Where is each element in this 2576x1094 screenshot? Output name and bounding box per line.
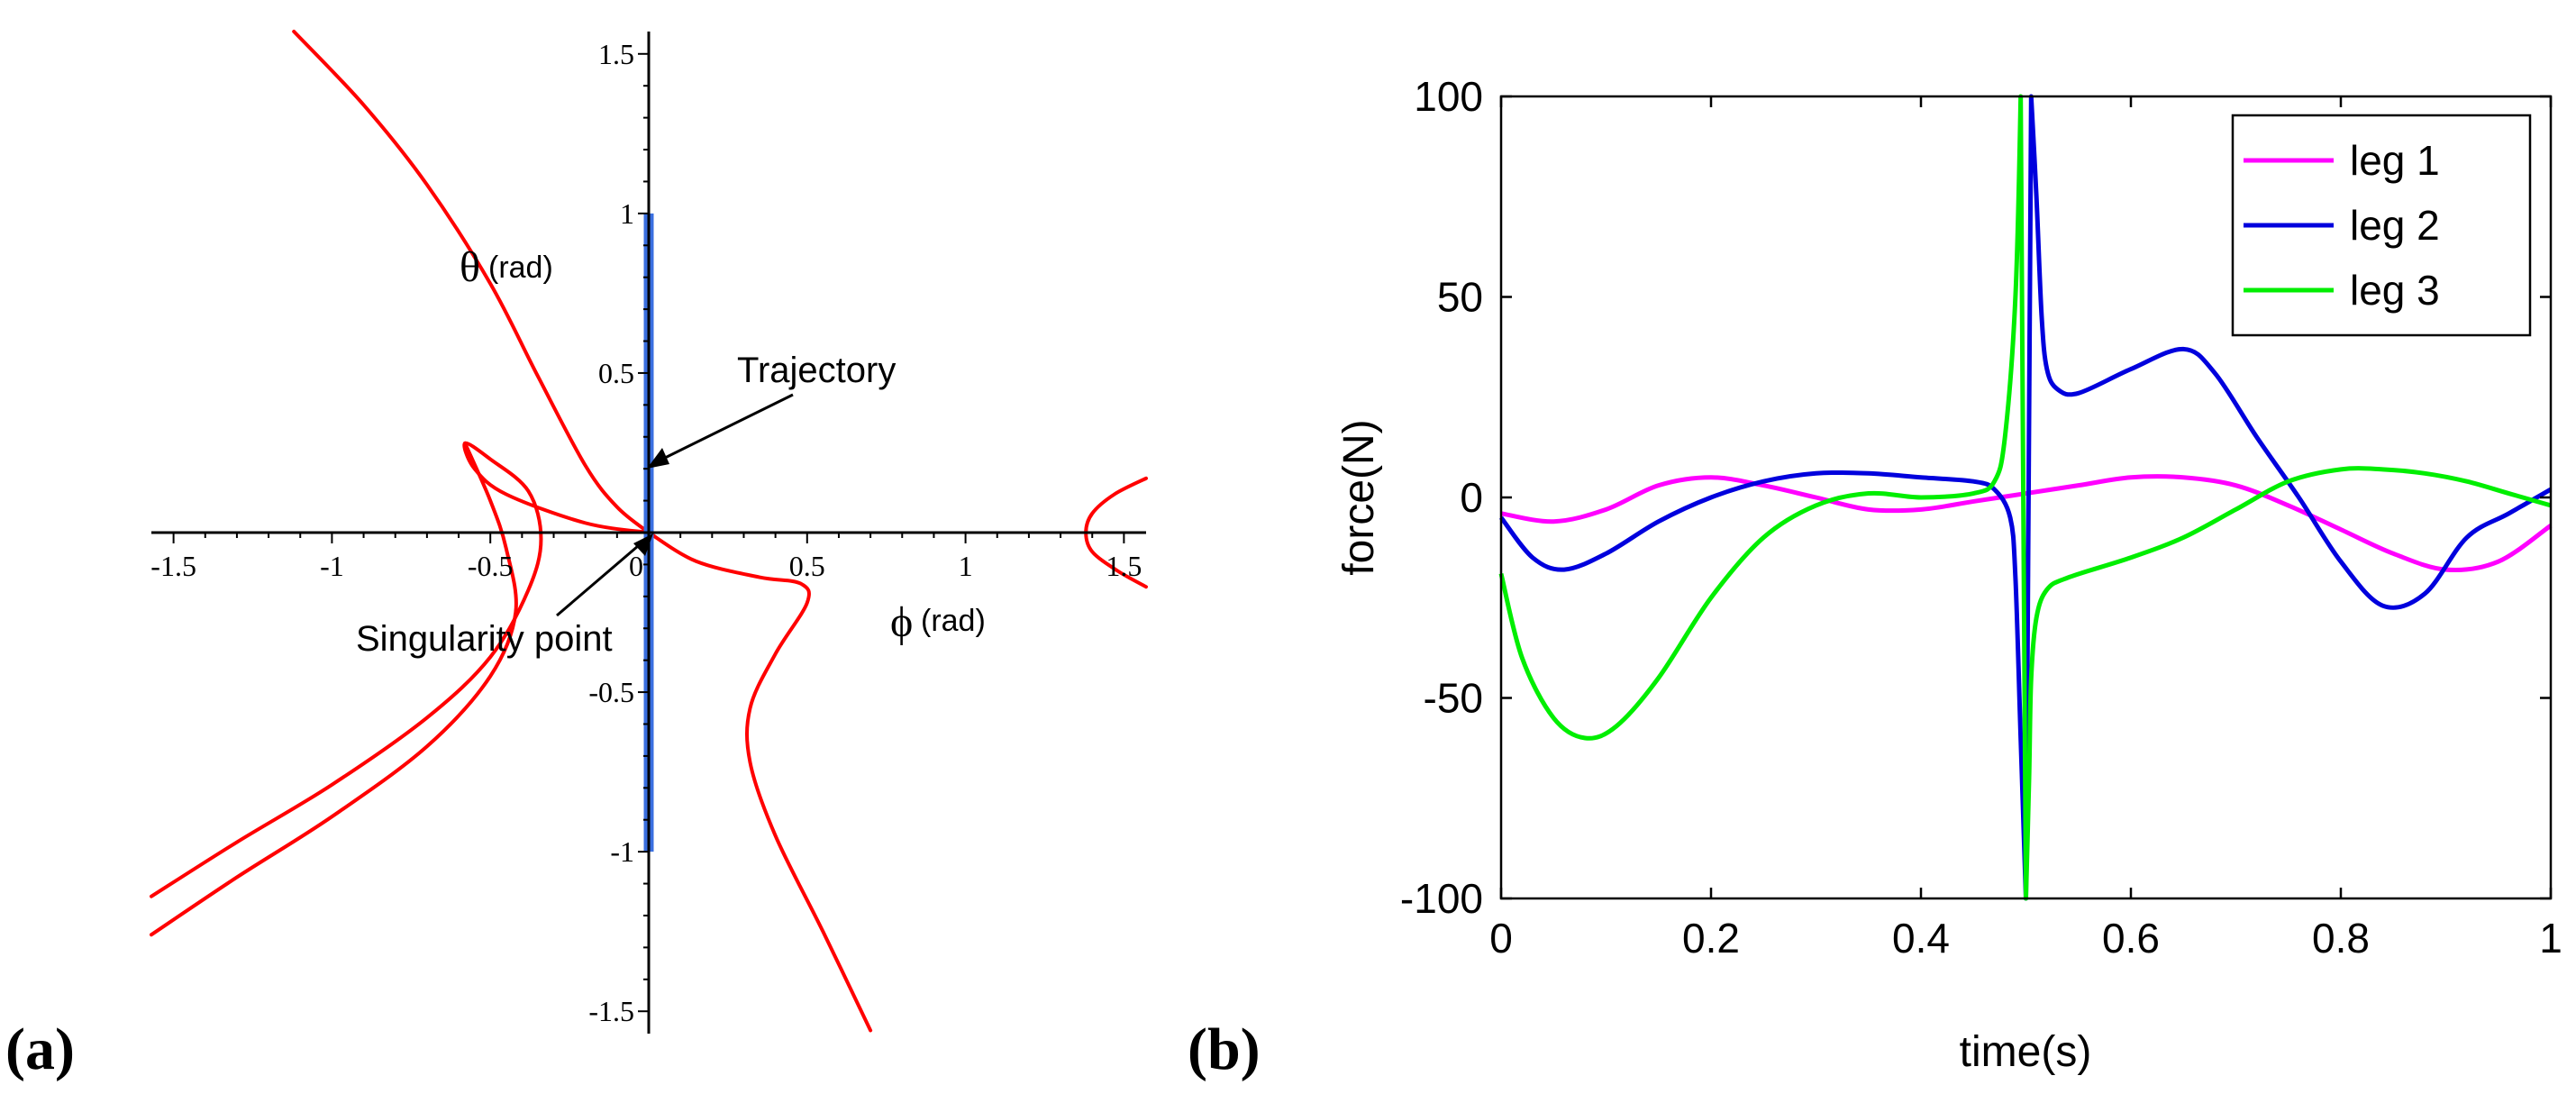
panel-a-chart: -1.5 -1 -0.5 0 0.5 1 1.5 -1.5 -1 -0.5 0.5 1 1.5 θ (r… [5, 30, 1148, 1082]
panel-a-tick-labels: -1.5 -1 -0.5 0 0.5 1 1.5 -1.5 -1 -0.5 0.5 1 1.5 [150, 38, 1142, 1027]
panel-a-y-tick-label: 0.5 [598, 357, 634, 389]
panel-b-y-tick-label: 100 [1414, 73, 1483, 120]
trajectory-annotation: Trajectory [737, 351, 896, 390]
series-line-leg-1 [1500, 474, 2553, 572]
panel-b-legend: leg 1 leg 2 leg 3 [2231, 114, 2532, 337]
panel-b-y-tick-label: 0 [1460, 474, 1483, 521]
panel-a-x-tick-label: 1.5 [1106, 550, 1142, 582]
legend-label: leg 2 [2350, 202, 2440, 249]
panel-a-ylabel-symbol: θ [460, 243, 480, 291]
panel-a-axes [151, 32, 1146, 1034]
panel-b-x-tick-label: 0.6 [2102, 915, 2160, 962]
panel-b-label: (b) [1188, 1017, 1261, 1082]
singularity-annotation: Singularity point [356, 619, 613, 659]
panel-b-y-tick-label: 50 [1437, 274, 1483, 321]
panel-a-x-tick-label: 0.5 [789, 550, 825, 582]
singularity-curve [150, 441, 518, 937]
series-line-leg-2 [1499, 94, 2553, 901]
panel-a-y-tick-label: -1.5 [588, 995, 634, 1027]
panel-a-x-tick-label: -1 [320, 550, 344, 582]
panel-a-x-tick-label: -1.5 [150, 550, 196, 582]
panel-b-x-tick-label: 0 [1489, 915, 1513, 962]
singularity-arrow [556, 539, 645, 617]
panel-a-x-tick-label: 0 [629, 550, 643, 582]
singularity-curve [150, 441, 651, 898]
trajectory-arrowhead [647, 448, 669, 469]
singularity-arrowhead [633, 533, 653, 556]
panel-a-y-tick-label: 1 [620, 197, 634, 230]
panel-a-ylabel-unit: (rad) [488, 251, 553, 285]
panel-b-x-tick-label: 0.2 [1682, 915, 1740, 962]
series-line-leg-3 [1498, 94, 2552, 901]
panel-b-y-tick-label: -50 [1424, 675, 1483, 722]
panel-b-series-lines [1498, 94, 2553, 901]
panel-a-x-tick-label: 1 [959, 550, 973, 582]
panel-a-label: (a) [5, 1017, 75, 1082]
panel-a-xlabel-symbol: ϕ [890, 598, 913, 646]
panel-a-y-tick-label: 1.5 [598, 38, 634, 70]
trajectory-arrow [657, 393, 794, 463]
panel-a-xlabel-unit: (rad) [921, 604, 986, 638]
panel-b-y-tick-label: -100 [1400, 875, 1483, 922]
panel-b-x-tick-label: 0.4 [1892, 915, 1950, 962]
panel-a-y-tick-label: -1 [610, 835, 634, 868]
panel-b-x-tick-label: 1 [2539, 915, 2562, 962]
singularity-curve [292, 30, 651, 534]
panel-b-ylabel: force(N) [1335, 419, 1383, 575]
legend-label: leg 1 [2350, 137, 2440, 184]
panel-a-y-tick-label: -0.5 [588, 676, 634, 708]
panel-b-xlabel: time(s) [1960, 1028, 2092, 1076]
panel-a-x-tick-label: -0.5 [468, 550, 514, 582]
panel-b-x-tick-label: 0.8 [2312, 915, 2370, 962]
legend-label: leg 3 [2350, 267, 2440, 314]
panel-b-ticks: 0 0.2 0.4 0.6 0.8 1 -100 -50 0 50 100 [1400, 73, 2562, 962]
singularity-curve [647, 531, 873, 1033]
